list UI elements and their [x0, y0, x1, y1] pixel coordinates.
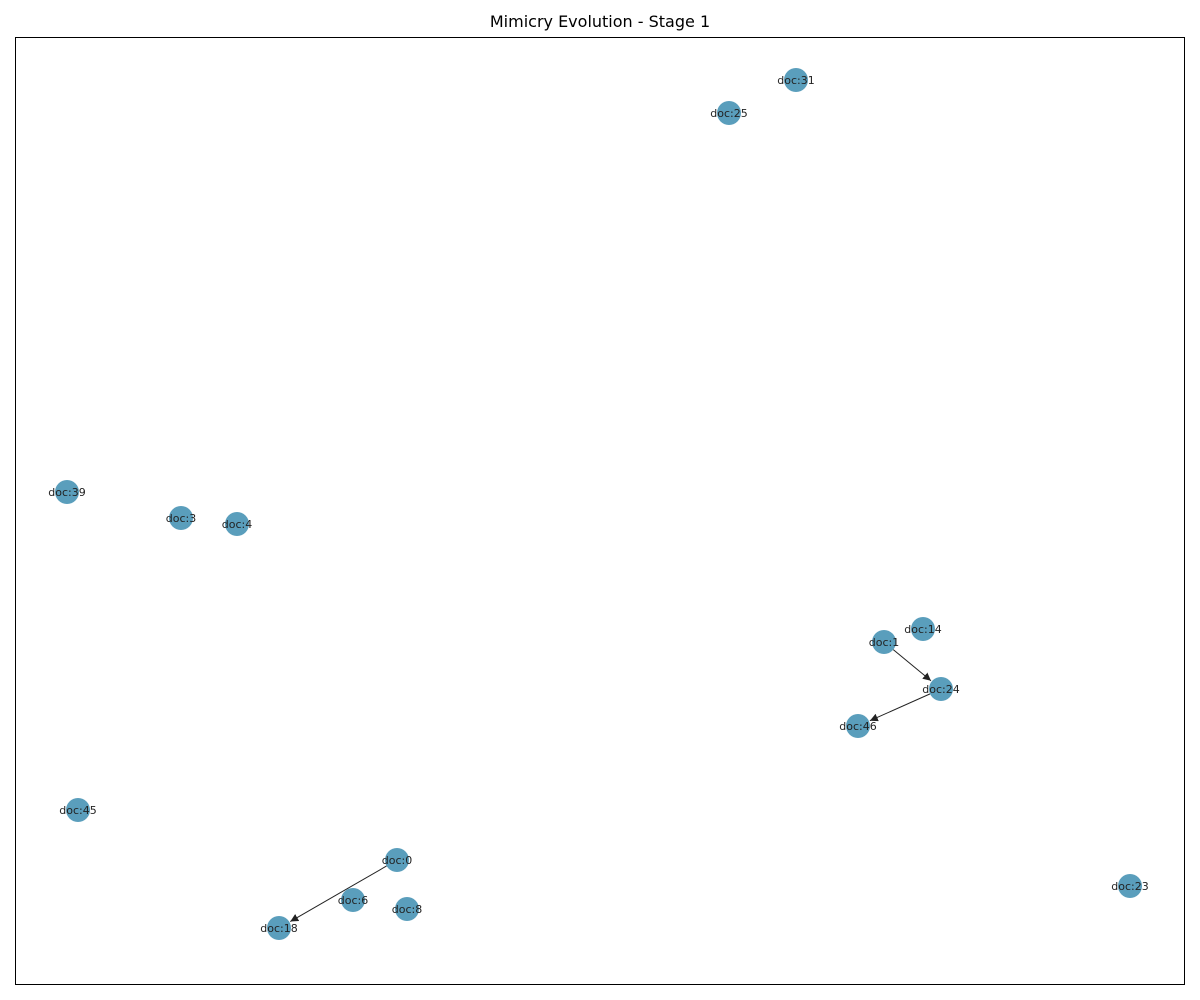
- node-doc24: doc:24: [922, 677, 960, 701]
- node-label: doc:25: [710, 107, 747, 120]
- node-label: doc:18: [260, 922, 297, 935]
- node-circle: [55, 480, 79, 504]
- plot-frame: [15, 37, 1185, 985]
- edge-doc0-to-doc18: [290, 865, 387, 922]
- chart-title: Mimicry Evolution - Stage 1: [489, 12, 711, 31]
- node-label: doc:39: [48, 486, 85, 499]
- edges-layer: [290, 649, 932, 922]
- edge-doc1-to-doc24: [892, 649, 932, 682]
- node-label: doc:4: [222, 518, 252, 531]
- node-circle: [169, 506, 193, 530]
- node-label: doc:31: [777, 74, 814, 87]
- node-circle: [1118, 874, 1142, 898]
- node-circle: [66, 798, 90, 822]
- node-doc31: doc:31: [777, 68, 815, 92]
- node-label: doc:14: [904, 623, 941, 636]
- node-doc23: doc:23: [1111, 874, 1149, 898]
- node-doc46: doc:46: [839, 714, 877, 738]
- node-circle: [784, 68, 808, 92]
- node-doc3: doc:3: [166, 506, 196, 530]
- edge-doc24-to-doc46: [869, 693, 931, 722]
- node-label: doc:0: [382, 854, 412, 867]
- node-circle: [929, 677, 953, 701]
- node-circle: [385, 848, 409, 872]
- node-label: doc:24: [922, 683, 959, 696]
- node-circle: [225, 512, 249, 536]
- node-label: doc:23: [1111, 880, 1148, 893]
- node-circle: [395, 897, 419, 921]
- node-circle: [717, 101, 741, 125]
- node-label: doc:8: [392, 903, 422, 916]
- node-circle: [846, 714, 870, 738]
- node-label: doc:1: [869, 636, 899, 649]
- node-doc25: doc:25: [710, 101, 748, 125]
- node-label: doc:3: [166, 512, 196, 525]
- node-circle: [872, 630, 896, 654]
- node-circle: [911, 617, 935, 641]
- node-doc39: doc:39: [48, 480, 86, 504]
- node-doc14: doc:14: [904, 617, 942, 641]
- node-doc0: doc:0: [382, 848, 412, 872]
- node-circle: [341, 888, 365, 912]
- nodes-layer: doc:31 doc:25 doc:39 doc:3 doc:4 doc:14 doc:1 d…: [48, 68, 1149, 940]
- node-label: doc:6: [338, 894, 368, 907]
- node-doc18: doc:18: [260, 916, 298, 940]
- node-doc1: doc:1: [869, 630, 899, 654]
- node-doc8: doc:8: [392, 897, 422, 921]
- node-doc6: doc:6: [338, 888, 368, 912]
- node-circle: [267, 916, 291, 940]
- node-label: doc:45: [59, 804, 96, 817]
- node-label: doc:46: [839, 720, 876, 733]
- node-doc45: doc:45: [59, 798, 97, 822]
- node-doc4: doc:4: [222, 512, 252, 536]
